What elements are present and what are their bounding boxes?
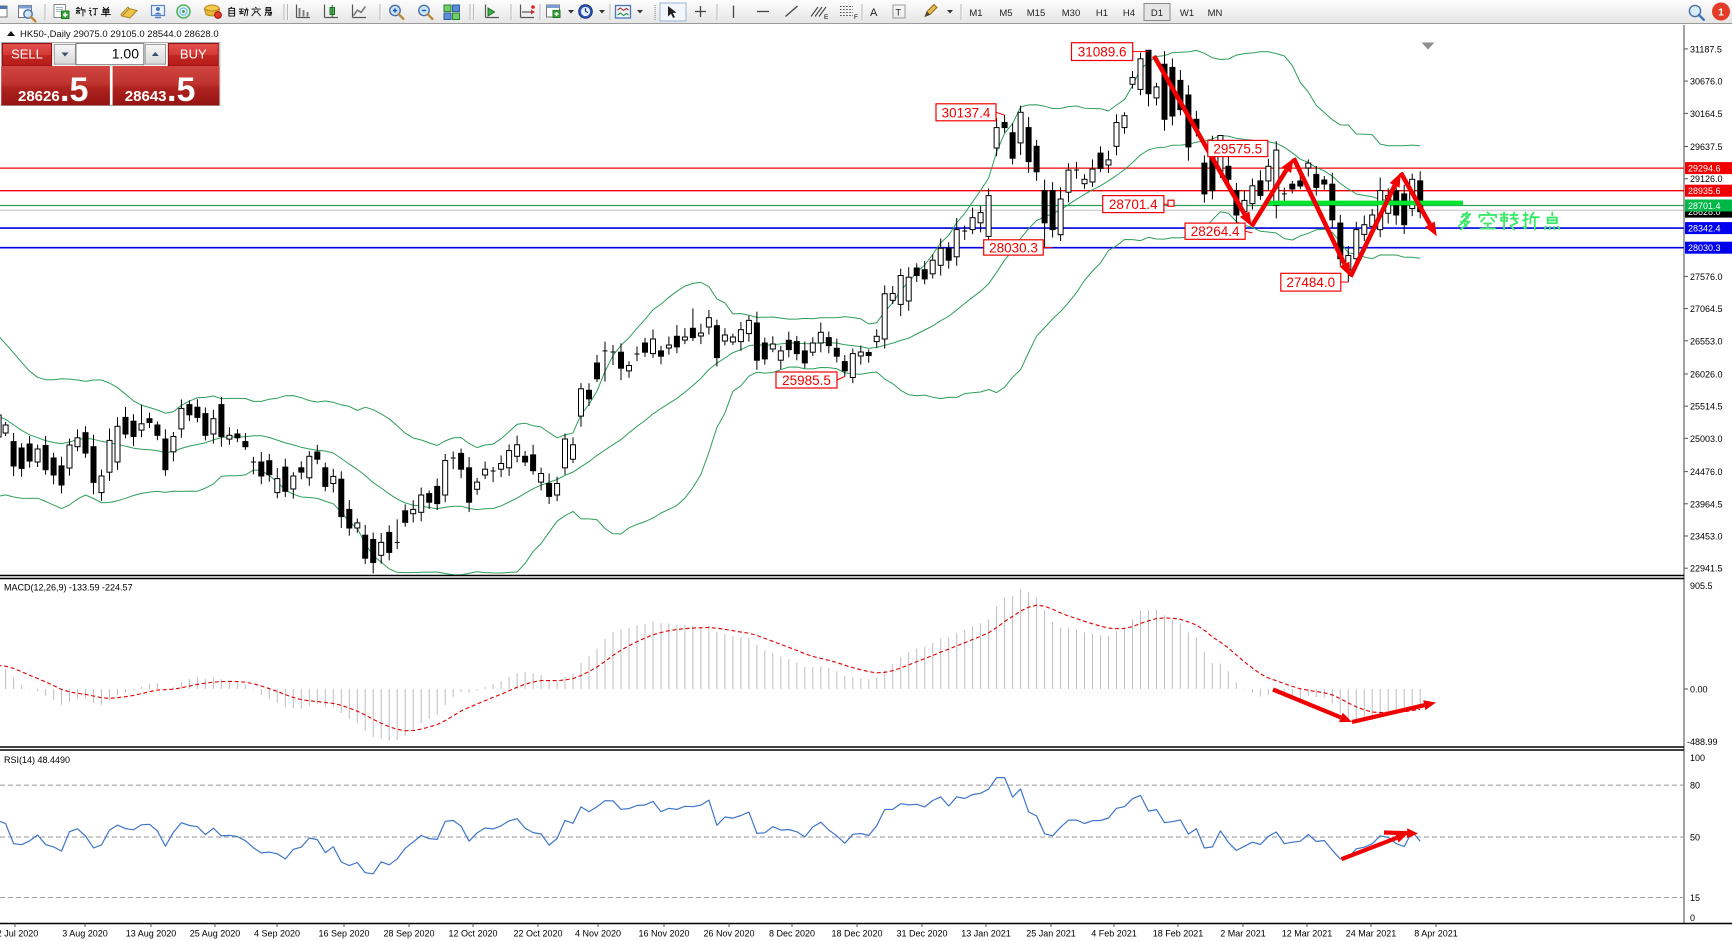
svg-text:22 Oct 2020: 22 Oct 2020 bbox=[513, 929, 562, 939]
svg-text:BUY: BUY bbox=[180, 47, 207, 62]
svg-text:28342.4: 28342.4 bbox=[1688, 224, 1721, 234]
svg-text:25003.0: 25003.0 bbox=[1690, 434, 1723, 444]
svg-text:RSI(14) 48.4490: RSI(14) 48.4490 bbox=[4, 755, 70, 765]
svg-text:25985.5: 25985.5 bbox=[782, 373, 831, 388]
svg-text:W1: W1 bbox=[1180, 8, 1194, 19]
svg-text:30676.0: 30676.0 bbox=[1690, 77, 1723, 87]
svg-text:28701.4: 28701.4 bbox=[1688, 201, 1721, 211]
svg-text:27576.0: 27576.0 bbox=[1690, 272, 1723, 282]
svg-text:T: T bbox=[896, 8, 902, 18]
svg-text:H4: H4 bbox=[1123, 8, 1135, 19]
svg-text:26 Nov 2020: 26 Nov 2020 bbox=[703, 929, 754, 939]
svg-text:24476.0: 24476.0 bbox=[1690, 467, 1723, 477]
svg-text:25 Jan 2021: 25 Jan 2021 bbox=[1026, 929, 1076, 939]
svg-text:M1: M1 bbox=[969, 8, 982, 19]
svg-text:905.5: 905.5 bbox=[1690, 581, 1713, 591]
svg-text:13 Jan 2021: 13 Jan 2021 bbox=[961, 929, 1011, 939]
svg-text:31 Dec 2020: 31 Dec 2020 bbox=[896, 929, 947, 939]
svg-text:29637.5: 29637.5 bbox=[1690, 142, 1723, 152]
svg-text:2 Mar 2021: 2 Mar 2021 bbox=[1220, 929, 1266, 939]
svg-text:30137.4: 30137.4 bbox=[942, 105, 991, 120]
svg-text:0.00: 0.00 bbox=[1690, 685, 1708, 695]
svg-text:12 Mar 2021: 12 Mar 2021 bbox=[1282, 929, 1333, 939]
svg-text:27064.5: 27064.5 bbox=[1690, 304, 1723, 314]
svg-text:15: 15 bbox=[1690, 893, 1700, 903]
svg-text:25514.5: 25514.5 bbox=[1690, 402, 1723, 412]
svg-text:8 Apr 2021: 8 Apr 2021 bbox=[1414, 929, 1458, 939]
svg-text:28264.4: 28264.4 bbox=[1191, 224, 1240, 239]
svg-text:HK50-,Daily 29075.0 29105.0 2: HK50-,Daily 29075.0 29105.0 28544.0 2862… bbox=[20, 29, 219, 40]
svg-text:.5: .5 bbox=[60, 71, 88, 109]
svg-text:3 Aug 2020: 3 Aug 2020 bbox=[62, 929, 108, 939]
svg-text:100: 100 bbox=[1690, 753, 1705, 763]
svg-text:29126.0: 29126.0 bbox=[1690, 174, 1723, 184]
svg-text:H1: H1 bbox=[1096, 8, 1108, 19]
svg-text:-488.99: -488.99 bbox=[1687, 737, 1718, 747]
svg-text:28 Sep 2020: 28 Sep 2020 bbox=[383, 929, 434, 939]
svg-text:4 Feb 2021: 4 Feb 2021 bbox=[1091, 929, 1137, 939]
svg-text:24 Mar 2021: 24 Mar 2021 bbox=[1346, 929, 1397, 939]
svg-text:27484.0: 27484.0 bbox=[1286, 275, 1335, 290]
svg-text:26026.0: 26026.0 bbox=[1690, 370, 1723, 380]
svg-text:30164.5: 30164.5 bbox=[1690, 109, 1723, 119]
svg-text:1: 1 bbox=[1718, 7, 1724, 19]
svg-text:18 Feb 2021: 18 Feb 2021 bbox=[1153, 929, 1204, 939]
svg-text:M15: M15 bbox=[1027, 8, 1045, 19]
svg-text:50: 50 bbox=[1690, 833, 1700, 843]
svg-text:28628.0: 28628.0 bbox=[1688, 207, 1721, 217]
svg-text:28030.3: 28030.3 bbox=[989, 240, 1038, 255]
svg-text:26553.0: 26553.0 bbox=[1690, 336, 1723, 346]
svg-text:16 Sep 2020: 16 Sep 2020 bbox=[318, 929, 369, 939]
svg-text:80: 80 bbox=[1690, 781, 1700, 791]
svg-text:28626: 28626 bbox=[18, 88, 60, 105]
svg-text:MACD(12,26,9) -133.59 -224.57: MACD(12,26,9) -133.59 -224.57 bbox=[4, 583, 133, 593]
svg-text:25 Aug 2020: 25 Aug 2020 bbox=[190, 929, 241, 939]
svg-text:D1: D1 bbox=[1151, 8, 1163, 19]
svg-text:A: A bbox=[870, 7, 878, 19]
svg-text:8 Dec 2020: 8 Dec 2020 bbox=[769, 929, 815, 939]
svg-text:18 Dec 2020: 18 Dec 2020 bbox=[831, 929, 882, 939]
svg-text:29575.5: 29575.5 bbox=[1213, 142, 1262, 157]
svg-text:31089.6: 31089.6 bbox=[1078, 45, 1127, 60]
svg-text:28643: 28643 bbox=[125, 88, 167, 105]
svg-text:4 Nov 2020: 4 Nov 2020 bbox=[575, 929, 621, 939]
svg-text:28701.4: 28701.4 bbox=[1109, 197, 1158, 212]
svg-text:22941.5: 22941.5 bbox=[1690, 564, 1723, 574]
svg-text:MN: MN bbox=[1208, 8, 1223, 19]
svg-text:1.00: 1.00 bbox=[112, 46, 139, 62]
svg-text:12 Oct 2020: 12 Oct 2020 bbox=[448, 929, 497, 939]
svg-text:28935.6: 28935.6 bbox=[1688, 186, 1721, 196]
svg-text:M30: M30 bbox=[1062, 8, 1080, 19]
svg-text:23453.0: 23453.0 bbox=[1690, 532, 1723, 542]
svg-text:0: 0 bbox=[1690, 913, 1695, 923]
svg-text:4 Sep 2020: 4 Sep 2020 bbox=[254, 929, 300, 939]
svg-text:16 Nov 2020: 16 Nov 2020 bbox=[638, 929, 689, 939]
svg-text:SELL: SELL bbox=[11, 47, 43, 62]
svg-text:22 Jul 2020: 22 Jul 2020 bbox=[0, 929, 38, 939]
svg-text:M5: M5 bbox=[999, 8, 1012, 19]
svg-text:23964.5: 23964.5 bbox=[1690, 499, 1723, 509]
svg-text:13 Aug 2020: 13 Aug 2020 bbox=[126, 929, 177, 939]
svg-text:E: E bbox=[824, 14, 829, 21]
svg-text:.5: .5 bbox=[167, 71, 195, 109]
svg-text:28030.3: 28030.3 bbox=[1688, 243, 1721, 253]
svg-text:29294.6: 29294.6 bbox=[1688, 164, 1721, 174]
svg-text:31187.5: 31187.5 bbox=[1690, 44, 1722, 54]
svg-text:F: F bbox=[854, 14, 858, 21]
